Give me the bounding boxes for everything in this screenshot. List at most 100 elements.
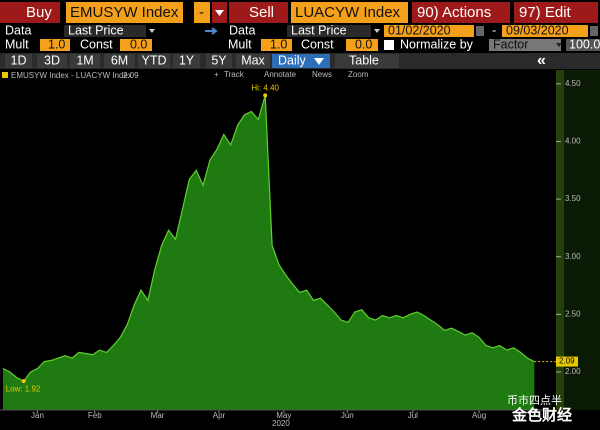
start-date-field[interactable] — [384, 25, 474, 37]
right-const-label: Const — [301, 37, 334, 51]
left-data-value: Last Price — [68, 23, 124, 37]
period-label: 6M — [111, 53, 128, 67]
x-year: 2020 — [272, 419, 290, 428]
tool-icon: + — [214, 70, 219, 79]
hi-label: Hi: 4.40 — [251, 83, 279, 92]
actions-label: 90) Actions — [417, 4, 491, 21]
low-label: Low: 1.92 — [6, 384, 41, 393]
low-marker — [21, 379, 26, 384]
tool-track[interactable]: Track — [224, 70, 245, 79]
period-button[interactable] — [104, 54, 135, 68]
frequency-button[interactable] — [272, 54, 330, 68]
y-tick-label: 2.50 — [565, 309, 581, 318]
period-button[interactable] — [5, 54, 32, 68]
period-label: 3D — [44, 53, 60, 67]
dropdown-arrow — [374, 29, 380, 33]
period-button[interactable] — [206, 54, 232, 68]
period-label: YTD — [142, 53, 167, 67]
last-value-label: 2.09 — [559, 357, 575, 366]
left-data-field[interactable] — [64, 25, 146, 37]
period-button[interactable] — [70, 54, 100, 68]
edit-button[interactable] — [514, 2, 598, 23]
date-separator: - — [492, 23, 496, 37]
left-mult-value: 1.0 — [48, 37, 65, 51]
normalize-method: Factor — [493, 37, 528, 51]
x-tick-label: May — [276, 411, 291, 420]
calendar-icon[interactable] — [476, 26, 484, 36]
area — [3, 95, 535, 411]
actions-button[interactable] — [412, 2, 510, 23]
right-const-field[interactable] — [346, 39, 378, 51]
x-tick-label: Jan — [31, 411, 44, 420]
table-button[interactable] — [335, 54, 399, 68]
x-tick-label: Feb — [88, 411, 102, 420]
dropdown-arrow — [215, 10, 224, 16]
normalize-checkbox[interactable] — [384, 40, 394, 50]
sell-button[interactable] — [229, 2, 288, 23]
normalize-factor: 100.0 — [569, 37, 600, 51]
dropdown-arrow — [556, 43, 562, 47]
period-button[interactable] — [37, 54, 67, 68]
normalize-method-field[interactable] — [489, 39, 561, 51]
left-ticker: EMUSYW Index — [70, 4, 179, 21]
period-label: 5Y — [211, 53, 227, 67]
x-tick-label: Jun — [341, 411, 354, 420]
legend-name: EMUSYW Index - LUACYW Index — [11, 71, 132, 80]
sell-label: Sell — [249, 4, 274, 21]
left-ticker-field[interactable] — [66, 2, 183, 23]
left-mult-field[interactable] — [40, 39, 70, 51]
watermark: 金色财经 — [511, 406, 572, 424]
period-button[interactable] — [173, 54, 200, 68]
right-ticker: LUACYW Index — [295, 4, 401, 21]
right-data-value: Last Price — [291, 23, 347, 37]
frequency-arrow — [314, 58, 324, 65]
y-tick-label: 4.50 — [565, 79, 581, 88]
right-ticker-field[interactable] — [291, 2, 408, 23]
y-tick-label: 3.50 — [565, 194, 581, 203]
end-date-field[interactable] — [502, 25, 588, 37]
legend-value: 2.09 — [123, 71, 139, 80]
operator-field[interactable] — [194, 2, 210, 23]
tool-news[interactable]: News — [312, 70, 332, 79]
normalize-factor-field[interactable] — [566, 39, 600, 51]
operator: - — [199, 4, 204, 21]
left-mult-label: Mult — [5, 37, 29, 51]
plot: 2.00 2.50 3.00 3.50 4.00 4.50 Jan Feb Mar Apr May J… — [0, 79, 581, 420]
start-date: 01/02/2020 — [388, 23, 451, 37]
dropdown-arrow — [149, 29, 155, 33]
collapse-icon[interactable]: « — [537, 52, 546, 69]
tool-annotate[interactable]: Annotate — [264, 70, 297, 79]
hi-marker — [263, 93, 268, 98]
y-tick-label: 4.00 — [565, 137, 581, 146]
end-date: 09/03/2020 — [506, 23, 569, 37]
left-const-field[interactable] — [120, 39, 152, 51]
x-tick-label: Jul — [408, 411, 418, 420]
edit-label: 97) Edit — [519, 4, 572, 21]
last-value-tag — [556, 356, 578, 367]
x-tick-label: Mar — [151, 411, 165, 420]
period-button[interactable] — [236, 54, 270, 68]
period-buttons: 1D 3D 1M 6M YTD 1Y 5Y Max — [5, 53, 270, 68]
buy-button[interactable] — [0, 2, 60, 23]
watermark: 币市四点半 — [507, 393, 562, 407]
right-mult-value: 1.0 — [270, 37, 287, 51]
line — [2, 95, 535, 382]
y-tick-label: 3.00 — [565, 252, 581, 261]
buy-label: Buy — [26, 4, 52, 21]
tool-zoom[interactable]: Zoom — [348, 70, 369, 79]
legend-swatch — [2, 72, 8, 78]
left-data-label: Data — [5, 23, 31, 37]
right-data-label: Data — [229, 23, 255, 37]
right-const-value: 0.0 — [355, 37, 372, 51]
right-mult-field[interactable] — [261, 39, 292, 51]
calendar-icon[interactable] — [590, 26, 598, 36]
left-const-label: Const — [80, 37, 113, 51]
x-tick-label: Aug — [472, 411, 486, 420]
period-button[interactable] — [138, 54, 170, 68]
frequency-label: Daily — [278, 53, 307, 67]
swap-icon[interactable] — [205, 27, 218, 35]
period-label: 1Y — [179, 53, 195, 67]
axis-strip — [556, 70, 564, 410]
right-data-field[interactable] — [287, 25, 371, 37]
